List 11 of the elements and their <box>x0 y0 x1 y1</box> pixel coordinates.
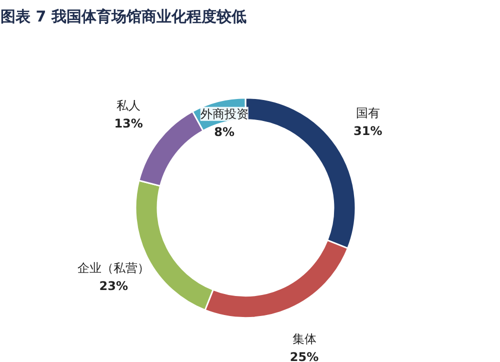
data-label: 13% <box>114 116 143 130</box>
chart-title: 图表 7 我国体育场馆商业化程度较低 <box>0 8 246 26</box>
data-label: 23% <box>99 279 128 294</box>
slice-label: 私人 <box>116 98 141 112</box>
slice-label: 国有 <box>356 106 380 120</box>
data-label: 8% <box>214 125 235 140</box>
slice-label: 外商投资 <box>200 106 248 121</box>
slice-label: 集体 <box>292 332 316 346</box>
slice-label: 企业（私营） <box>78 261 150 276</box>
data-label: 31% <box>354 124 382 138</box>
data-label: 25% <box>290 350 319 362</box>
